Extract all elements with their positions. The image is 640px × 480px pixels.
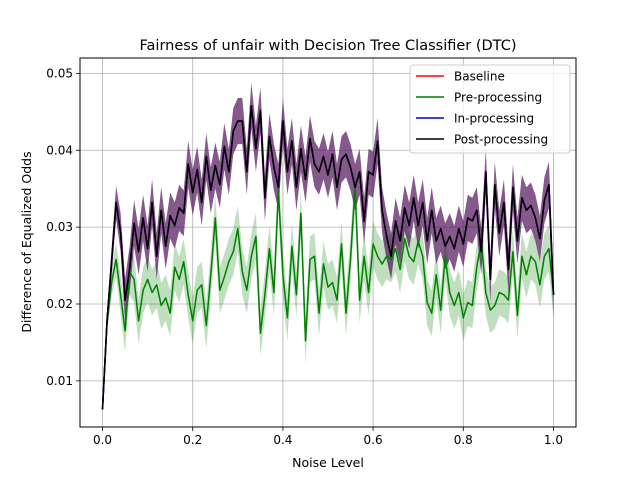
plot-frame [79, 57, 577, 428]
legend-label-pre-processing: Pre-processing [454, 91, 542, 105]
series-lines [101, 104, 555, 410]
y-tick-label: 0.01 [46, 374, 73, 388]
y-tick-label: 0.03 [46, 220, 73, 234]
y-tick-label: 0.04 [46, 143, 73, 157]
y-axis-label: Difference of Equalized Odds [19, 151, 34, 332]
legend-label-post-processing: Post-processing [454, 133, 548, 147]
chart-title: Fairness of unfair with Decision Tree Cl… [140, 38, 517, 54]
legend-box [409, 64, 571, 154]
y-tick-label: 0.05 [46, 66, 73, 80]
x-tick-label: 0.4 [273, 433, 292, 447]
x-axis-label: Noise Level [292, 455, 364, 470]
band-post-processing [102, 82, 554, 412]
x-tick-label: 0.8 [454, 433, 473, 447]
y-tick-label: 0.02 [46, 297, 73, 311]
legend-label-in-processing: In-processing [454, 112, 534, 126]
series-line-pre-processing [101, 186, 555, 410]
x-tick-label: 0.6 [364, 433, 383, 447]
legend-label-baseline: Baseline [454, 70, 505, 84]
x-axis-ticks: 0.0 0.2 0.4 0.6 0.8 1.0 [93, 427, 563, 447]
x-tick-label: 1.0 [544, 433, 563, 447]
series-line-post-processing [101, 104, 555, 410]
x-tick-label: 0.2 [183, 433, 202, 447]
x-tick-label: 0.0 [93, 433, 112, 447]
legend: Baseline Pre-processing In-processing Post-… [409, 64, 571, 154]
y-axis-ticks: 0.01 0.02 0.03 0.04 0.05 [46, 66, 80, 388]
